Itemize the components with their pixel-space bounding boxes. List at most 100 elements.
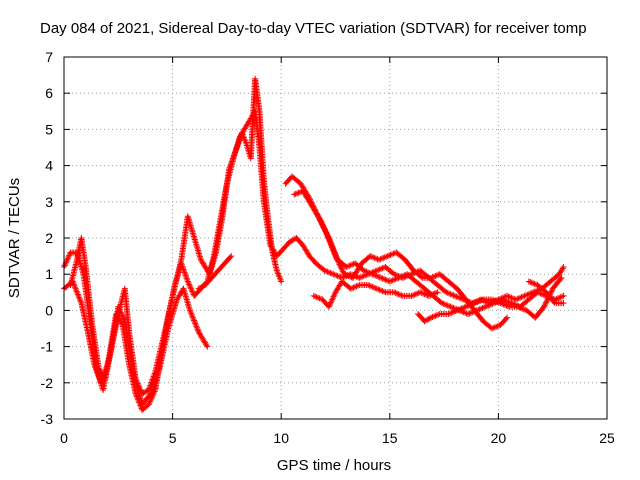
series-point — [239, 130, 249, 146]
series-point — [228, 253, 235, 260]
series-point — [497, 315, 510, 328]
series-point — [102, 345, 115, 383]
series-point — [126, 329, 139, 381]
series-track-a — [61, 108, 567, 413]
series-point — [299, 187, 314, 208]
series-track-b — [61, 278, 211, 408]
series-point — [382, 263, 396, 277]
series-point — [213, 214, 226, 256]
series-point — [297, 180, 312, 200]
series-point — [160, 294, 176, 339]
series-point — [488, 322, 503, 332]
series-point — [560, 292, 567, 299]
series-point — [208, 268, 221, 281]
series-point — [560, 263, 567, 270]
series-point — [497, 300, 511, 310]
series-point — [454, 304, 468, 314]
series-point — [184, 278, 197, 298]
tick-marks — [63, 56, 608, 420]
series-point — [360, 267, 374, 277]
series-point — [356, 271, 370, 281]
series-point — [462, 300, 477, 310]
y-tick-label: 2 — [45, 230, 53, 246]
series-point — [436, 271, 451, 284]
series-point — [410, 267, 425, 280]
series-point — [504, 314, 511, 321]
y-axis-label: SDTVAR / TECUs — [6, 178, 23, 298]
x-tick-label: 20 — [491, 430, 507, 446]
series-point — [291, 188, 305, 198]
data-series — [61, 75, 567, 413]
x-tick-labels: 0 5 10 15 20 25 — [60, 430, 615, 446]
y-tick-label: 6 — [45, 85, 53, 101]
series-track-e — [282, 173, 511, 332]
series-track-g — [310, 278, 441, 310]
x-tick-label: 15 — [382, 430, 398, 446]
series-trace — [69, 78, 283, 396]
series-point — [156, 327, 171, 372]
series-point — [204, 343, 211, 350]
series-point — [404, 271, 418, 284]
series-point — [434, 282, 449, 295]
series-point — [280, 239, 292, 252]
y-tick-label: 1 — [45, 266, 53, 282]
series-point — [306, 253, 318, 266]
series-point — [186, 307, 202, 334]
series-point — [317, 216, 332, 240]
series-point — [438, 300, 453, 310]
series-track-d — [195, 253, 235, 292]
series-point — [273, 267, 284, 283]
series-point — [532, 304, 547, 321]
series-point — [471, 297, 485, 307]
y-tick-label: 5 — [45, 121, 53, 137]
series-point — [256, 144, 267, 204]
x-tick-label: 5 — [169, 430, 177, 446]
series-point — [369, 271, 383, 281]
series-point — [139, 391, 153, 408]
series-point — [434, 289, 441, 296]
chart-title: Day 084 of 2021, Sidereal Day-to-day VTE… — [40, 20, 587, 37]
y-tick-labels: -3 -2 -1 0 1 2 3 4 5 6 7 — [41, 49, 54, 427]
series-point — [260, 177, 271, 222]
series-point — [352, 260, 366, 273]
series-point — [147, 366, 163, 397]
series-point — [145, 388, 158, 408]
series-point — [451, 292, 466, 302]
series-point — [67, 258, 80, 289]
series-point — [184, 213, 197, 240]
series-point — [525, 278, 540, 288]
series-point — [269, 249, 280, 273]
series-point — [165, 298, 180, 332]
series-point — [543, 289, 557, 305]
series-point — [84, 329, 98, 367]
series-point — [402, 256, 416, 273]
series-point — [443, 289, 457, 299]
series-point — [512, 293, 527, 303]
series-track-c — [67, 75, 285, 397]
series-point — [273, 247, 286, 260]
series-point — [534, 282, 548, 295]
series-point — [82, 263, 96, 327]
series-point — [488, 296, 503, 306]
series-point — [191, 235, 204, 262]
series-point — [549, 276, 564, 292]
series-point — [139, 387, 151, 397]
series-point — [145, 370, 158, 394]
series-point — [78, 235, 89, 269]
series-point — [226, 149, 239, 173]
series-point — [321, 267, 335, 277]
series-point — [169, 258, 184, 299]
series-point — [289, 173, 303, 186]
series-point — [215, 261, 227, 274]
series-point — [365, 282, 379, 292]
series-point — [445, 278, 459, 291]
series-point — [375, 253, 390, 263]
series-point — [391, 289, 405, 299]
grid-lines — [64, 57, 607, 419]
x-axis-label: GPS time / hours — [277, 457, 391, 474]
series-point — [521, 289, 535, 299]
series-point — [265, 216, 276, 254]
series-point — [195, 329, 210, 349]
x-tick-label: 10 — [273, 430, 289, 446]
